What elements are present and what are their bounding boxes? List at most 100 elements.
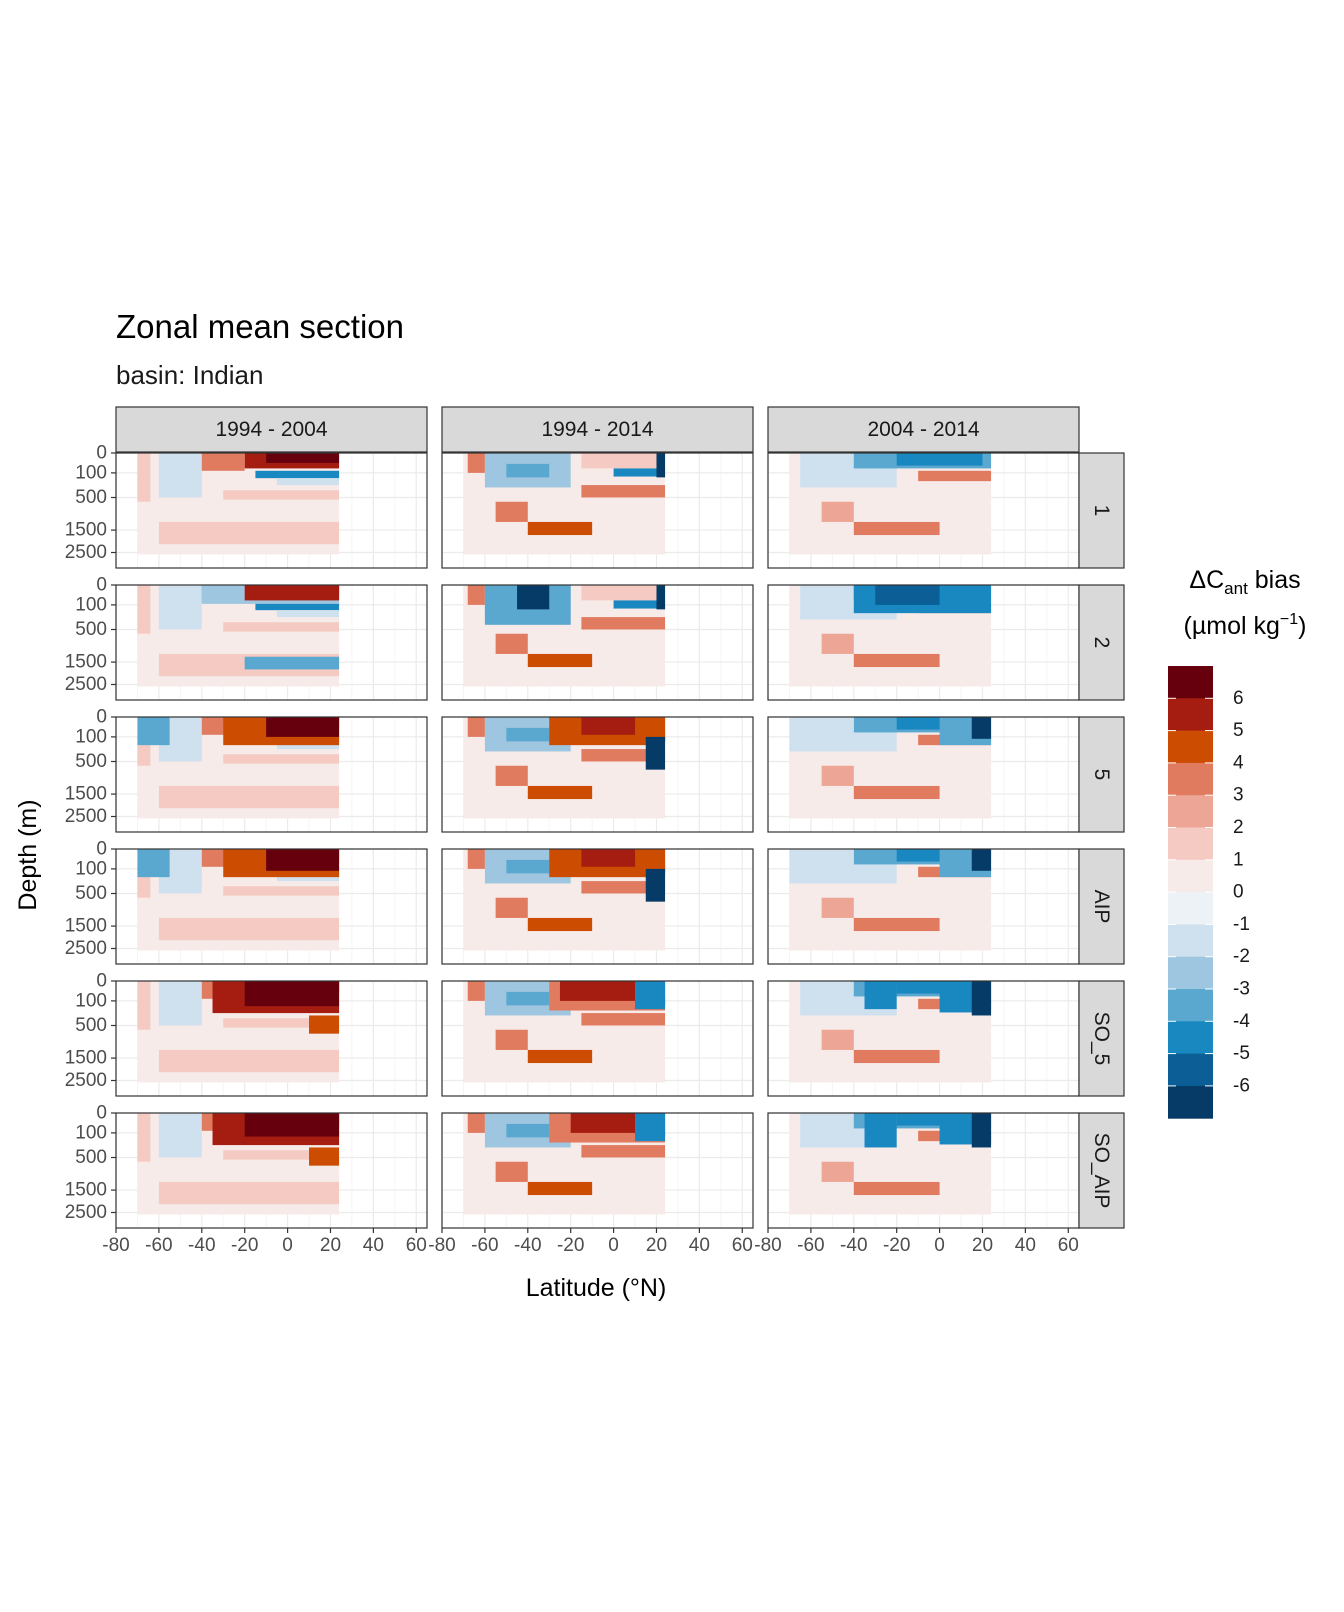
field-patch xyxy=(853,653,940,668)
y-tick-label: 500 xyxy=(75,1015,107,1036)
field-patch xyxy=(255,602,340,611)
panel-border xyxy=(441,716,754,833)
legend-color-swatch xyxy=(1168,1085,1213,1119)
col-strip: 1994 - 2004 xyxy=(115,406,428,453)
field-patch xyxy=(495,1161,528,1182)
y-tick-label: 100 xyxy=(75,462,107,483)
field-patch xyxy=(244,585,340,601)
field-patch xyxy=(613,600,666,609)
facet-panel xyxy=(441,452,754,569)
col-strip-label: 1994 - 2014 xyxy=(541,418,653,441)
field-patch xyxy=(918,470,992,482)
field-patch xyxy=(255,470,340,479)
field-patch xyxy=(789,717,854,752)
facet-panel xyxy=(767,980,1080,1097)
field-patch xyxy=(853,785,940,800)
y-tick-label: 1500 xyxy=(65,784,107,805)
x-tick-label: 60 xyxy=(406,1235,427,1256)
field-patch xyxy=(467,453,485,473)
facet-panel xyxy=(115,716,428,833)
row-strip-box xyxy=(1078,1112,1125,1229)
panel-border xyxy=(115,584,428,701)
legend-tick-label: 6 xyxy=(1233,688,1244,709)
field-patch xyxy=(527,521,593,536)
y-tick-label: 0 xyxy=(96,839,107,860)
chart-subtitle: basin: Indian xyxy=(116,360,263,390)
field-patch xyxy=(527,785,593,800)
field-patch xyxy=(244,981,340,1007)
legend-tick-label: -2 xyxy=(1233,946,1250,967)
field-patch xyxy=(137,849,170,878)
x-tick-label: 60 xyxy=(732,1235,753,1256)
legend-color-swatch xyxy=(1168,730,1213,764)
col-strip-label: 2004 - 2014 xyxy=(867,418,979,441)
col-strip-box xyxy=(441,406,754,453)
row-strip-box xyxy=(1078,584,1125,701)
field-patch xyxy=(495,765,528,786)
facet-panel xyxy=(767,848,1080,965)
row-strip: 5 xyxy=(1078,716,1125,833)
legend-color-swatch xyxy=(1168,666,1213,699)
field-patch xyxy=(495,1029,528,1050)
legend-tick-label: 1 xyxy=(1233,849,1244,870)
col-strip-box xyxy=(115,406,428,453)
x-tick-label: 20 xyxy=(972,1235,993,1256)
field-patch xyxy=(821,897,854,918)
field-patch xyxy=(276,478,340,486)
x-tick-label: -40 xyxy=(514,1235,541,1256)
field-patch xyxy=(158,785,340,809)
field-patch xyxy=(875,585,940,605)
panel-border xyxy=(441,848,754,965)
field-patch xyxy=(467,849,485,869)
field-patch xyxy=(467,585,485,605)
field-patch xyxy=(821,765,854,786)
field-patch xyxy=(223,754,340,764)
legend-tick-label: 4 xyxy=(1233,752,1244,773)
field-patch xyxy=(581,453,666,469)
field-patch xyxy=(495,633,528,654)
field-patch xyxy=(821,633,854,654)
field-patch xyxy=(971,981,992,1016)
y-tick-label: 100 xyxy=(75,858,107,879)
y-tick-label: 1500 xyxy=(65,916,107,937)
facet-panel xyxy=(441,980,754,1097)
x-tick-label: -60 xyxy=(145,1235,172,1256)
row-strip-label: SO_AIP xyxy=(1090,1133,1113,1209)
col-strip-box xyxy=(767,406,1080,453)
facet-panels xyxy=(115,452,1080,1229)
y-tick-label: 2500 xyxy=(65,674,107,695)
y-tick-label: 2500 xyxy=(65,938,107,959)
row-strip: SO_AIP xyxy=(1078,1112,1125,1229)
x-tick-label: -80 xyxy=(428,1235,455,1256)
field-patch xyxy=(223,1150,340,1160)
field-patch xyxy=(201,453,245,471)
field-patch xyxy=(309,1015,340,1034)
field-patch xyxy=(137,1113,151,1162)
panel-border xyxy=(441,584,754,701)
y-tick-label: 1500 xyxy=(65,520,107,541)
row-strip: SO_5 xyxy=(1078,980,1125,1097)
field-patch xyxy=(864,1113,897,1148)
field-patch xyxy=(581,1145,666,1158)
field-patch xyxy=(853,521,940,536)
y-tick-label: 0 xyxy=(96,1103,107,1124)
x-tick-label: -40 xyxy=(188,1235,215,1256)
panel-border xyxy=(441,980,754,1097)
x-tick-label: -80 xyxy=(102,1235,129,1256)
y-tick-label: 500 xyxy=(75,487,107,508)
x-tick-label: -20 xyxy=(557,1235,584,1256)
panel-border xyxy=(115,716,428,833)
field-patch xyxy=(158,917,340,941)
row-strip: 1 xyxy=(1078,452,1125,569)
field-patch xyxy=(864,981,897,1010)
legend-color-swatch xyxy=(1168,795,1213,828)
facet-panel xyxy=(767,716,1080,833)
x-tick-label: 40 xyxy=(1015,1235,1036,1256)
field-patch xyxy=(244,1113,340,1137)
y-tick-label: 2500 xyxy=(65,1202,107,1223)
x-tick-label: -20 xyxy=(883,1235,910,1256)
legend-tick-label: 5 xyxy=(1233,720,1244,741)
field-patch xyxy=(635,981,666,1010)
field-patch xyxy=(266,717,340,737)
